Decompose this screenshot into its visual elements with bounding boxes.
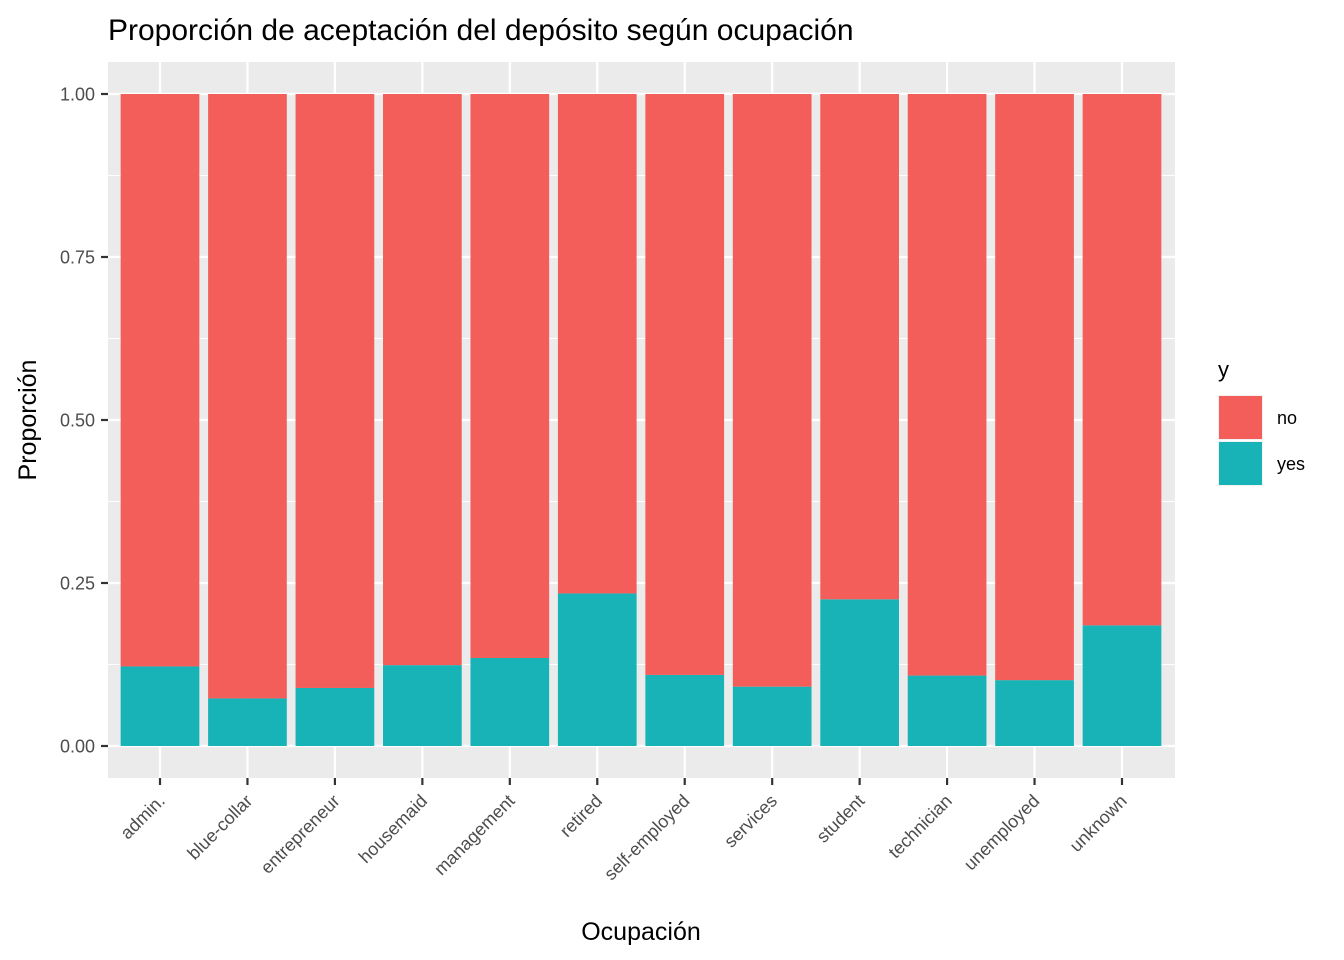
x-tick-label: entrepreneur <box>257 791 344 878</box>
bar-no-student <box>820 94 899 600</box>
x-tick-label: admin. <box>116 791 168 843</box>
bar-no-self-employed <box>645 94 725 675</box>
bar-yes-retired <box>557 593 637 746</box>
y-axis-ticks: 0.00 0.25 0.50 0.75 1.00 <box>60 85 108 757</box>
x-axis-title: Ocupación <box>581 918 701 946</box>
bar-yes-student <box>820 599 899 746</box>
bar-no-entrepreneur <box>295 94 375 688</box>
x-axis-ticks: admin. blue-collar entrepreneur housemaid ma… <box>116 778 1131 884</box>
bar-yes-services <box>732 686 812 746</box>
legend-swatch-no <box>1219 396 1262 439</box>
bar-no-blue-collar <box>208 94 287 699</box>
x-tick-label: services <box>720 791 781 852</box>
bar-no-admin <box>120 94 200 667</box>
legend-label-no: no <box>1277 408 1297 428</box>
bar-yes-admin <box>120 666 200 746</box>
y-tick-label: 0.50 <box>60 411 95 431</box>
y-axis-title: Proporción <box>14 360 42 481</box>
legend-label-yes: yes <box>1277 454 1305 474</box>
legend-title: y <box>1218 357 1229 382</box>
bar-yes-technician <box>907 675 987 746</box>
x-tick-label: blue-collar <box>183 791 256 864</box>
bar-yes-unemployed <box>995 680 1074 746</box>
x-tick-label: retired <box>556 791 606 841</box>
x-tick-label: unknown <box>1066 791 1131 856</box>
bars <box>120 94 1162 746</box>
bar-no-management <box>470 94 550 658</box>
y-tick-label: 0.00 <box>60 737 95 757</box>
x-tick-label: student <box>813 791 869 847</box>
bar-yes-unknown <box>1082 625 1162 746</box>
y-tick-label: 0.75 <box>60 248 95 268</box>
legend: y no yes <box>1218 357 1305 486</box>
x-tick-label: unemployed <box>960 791 1043 874</box>
legend-swatch-yes <box>1219 442 1262 485</box>
bar-no-unknown <box>1082 94 1162 626</box>
bar-yes-entrepreneur <box>295 687 375 746</box>
x-tick-label: technician <box>884 791 955 862</box>
bar-yes-self-employed <box>645 674 725 746</box>
bar-no-retired <box>557 94 637 594</box>
y-tick-label: 1.00 <box>60 85 95 105</box>
chart-title: Proporción de aceptación del depósito se… <box>108 14 854 47</box>
x-tick-label: housemaid <box>355 791 431 867</box>
bar-no-services <box>732 94 812 687</box>
bar-yes-blue-collar <box>208 698 287 746</box>
x-tick-label: management <box>430 791 518 879</box>
x-tick-label: self-employed <box>600 791 693 884</box>
bar-no-unemployed <box>995 94 1074 681</box>
bar-no-technician <box>907 94 987 676</box>
bar-yes-management <box>470 657 550 746</box>
bar-yes-housemaid <box>383 665 462 746</box>
y-tick-label: 0.25 <box>60 574 95 594</box>
bar-no-housemaid <box>383 94 462 666</box>
